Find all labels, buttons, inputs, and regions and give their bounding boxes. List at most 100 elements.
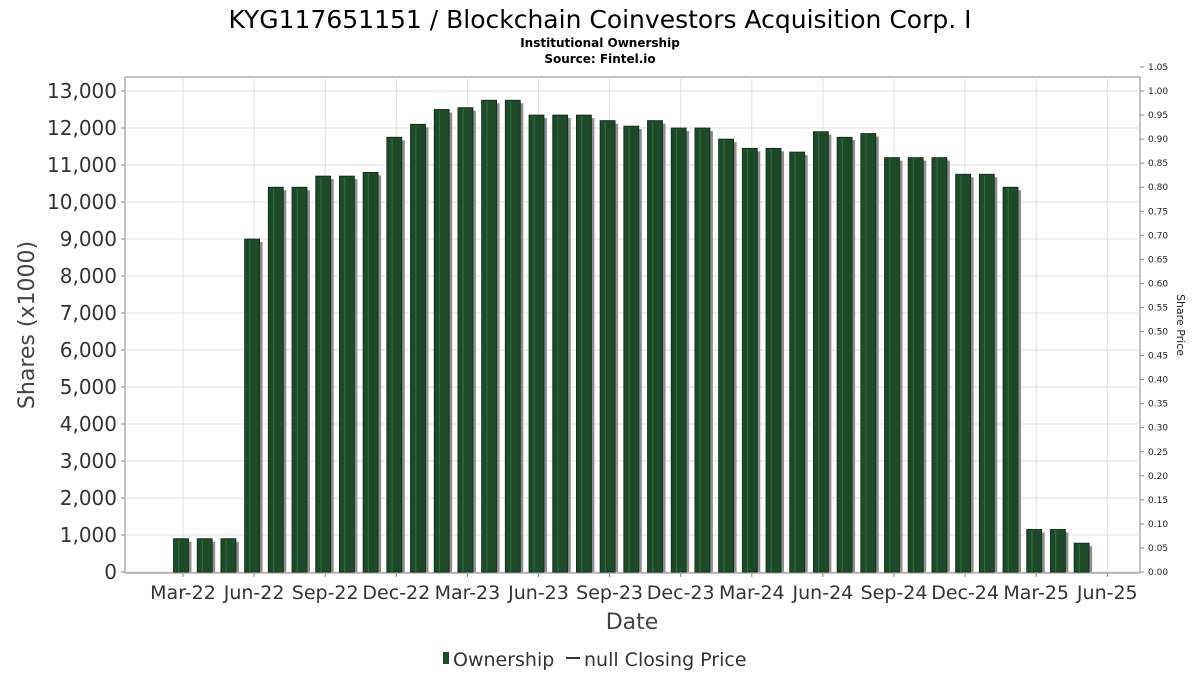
- ownership-bar: [220, 538, 237, 573]
- ownership-bar: [173, 538, 189, 573]
- y-tick-label: 10,000: [47, 190, 117, 214]
- x-tick-label: Sep-23: [576, 582, 643, 604]
- ownership-bar: [884, 157, 900, 573]
- ownership-bar: [196, 538, 213, 573]
- y-tick-label: 11,000: [47, 153, 117, 177]
- ownership-bar: [291, 186, 308, 573]
- ownership-bar: [362, 171, 379, 573]
- ownership-bar: [244, 238, 261, 573]
- ownership-bar: [410, 123, 426, 573]
- x-tick-label: Mar-25: [1003, 582, 1069, 604]
- y-tick-label: 3,000: [60, 449, 117, 473]
- y2-tick-label: 0.80: [1148, 183, 1168, 193]
- y-tick-label: 1,000: [60, 523, 117, 547]
- y-tick-label: 8,000: [60, 264, 117, 288]
- y-tick-label: 6,000: [60, 338, 117, 362]
- x-tick-label: Mar-22: [150, 582, 216, 604]
- y2-tick-label: 0.10: [1148, 520, 1168, 530]
- y2-tick-label: 0.85: [1148, 159, 1168, 169]
- y2-axis-label: Share Price: [1174, 294, 1187, 356]
- ownership-bar: [1002, 186, 1019, 573]
- y-tick-label: 4,000: [60, 412, 117, 436]
- y2-tick-label: 0.70: [1148, 231, 1168, 241]
- y2-tick-label: 0.45: [1148, 352, 1168, 362]
- y2-tick-label: 0.05: [1148, 544, 1168, 554]
- y2-tick-label: 1.00: [1148, 87, 1168, 97]
- chart-title: KYG117651151 / Blockchain Coinvestors Ac…: [228, 5, 971, 34]
- ownership-bar: [576, 114, 592, 573]
- y-tick-label: 0: [104, 560, 117, 584]
- chart-subtitle: Institutional Ownership: [520, 36, 680, 50]
- ownership-bar: [1026, 529, 1043, 573]
- y2-tick-label: 0.65: [1148, 255, 1168, 265]
- ownership-bar: [670, 127, 687, 573]
- y2-tick-label: 0.95: [1148, 111, 1168, 121]
- ownership-bar: [267, 186, 284, 573]
- y2-tick-label: 0.15: [1148, 496, 1168, 506]
- legend-ownership-label: Ownership: [453, 649, 554, 671]
- ownership-bar: [836, 136, 853, 573]
- x-tick-label: Jun-23: [507, 582, 569, 604]
- legend-ownership-swatch: [443, 652, 449, 664]
- ownership-bar: [433, 109, 450, 573]
- y2-tick-label: 0.90: [1148, 135, 1168, 145]
- y2-tick-label: 0.50: [1148, 328, 1168, 338]
- ownership-bar: [955, 173, 971, 573]
- y2-tick-label: 1.05: [1148, 63, 1168, 73]
- ownership-bar: [765, 147, 782, 573]
- legend: Ownership null Closing Price: [443, 649, 747, 671]
- x-tick-label: Dec-22: [362, 582, 430, 604]
- x-axis-ticks: Mar-22 Jun-22 Sep-22 Dec-22 Mar-23 Jun-23 Sep-…: [150, 573, 1138, 604]
- ownership-bar: [552, 114, 569, 573]
- y-tick-label: 12,000: [47, 116, 117, 140]
- y2-axis-ticks: 0.00 0.05 0.10 0.15 0.20 0.25 0.30 0.35 0.40 0.45…: [1140, 63, 1168, 578]
- ownership-bar: [931, 157, 948, 573]
- ownership-bar: [1050, 529, 1066, 573]
- y2-tick-label: 0.35: [1148, 400, 1168, 410]
- chart-source: Source: Fintel.io: [544, 52, 655, 66]
- ownership-bar: [528, 114, 545, 573]
- ownership-bar: [315, 175, 332, 573]
- ownership-bar: [1073, 542, 1090, 573]
- x-tick-label: Jun-24: [792, 582, 854, 604]
- ownership-bar: [504, 99, 521, 573]
- x-tick-label: Sep-22: [292, 582, 359, 604]
- ownership-bar: [647, 120, 663, 573]
- y2-tick-label: 0.55: [1148, 303, 1168, 313]
- y2-tick-label: 0.30: [1148, 424, 1168, 434]
- x-tick-label: Jun-25: [1076, 582, 1138, 604]
- y2-tick-label: 0.25: [1148, 448, 1168, 458]
- ownership-bar: [978, 173, 995, 573]
- y-tick-label: 2,000: [60, 486, 117, 510]
- ownership-bar: [718, 138, 734, 573]
- ownership-bar: [623, 125, 640, 573]
- y2-tick-label: 0.40: [1148, 376, 1168, 386]
- ownership-bar: [694, 127, 711, 573]
- ownership-bar: [741, 147, 758, 573]
- x-tick-label: Sep-24: [861, 582, 928, 604]
- ownership-bar: [338, 175, 355, 573]
- x-tick-label: Dec-23: [647, 582, 715, 604]
- y2-tick-label: 0.20: [1148, 472, 1168, 482]
- y-tick-label: 9,000: [60, 227, 117, 251]
- x-tick-label: Jun-22: [223, 582, 285, 604]
- ownership-bar: [386, 136, 403, 573]
- x-axis-label: Date: [606, 610, 659, 635]
- ownership-bar: [457, 107, 474, 573]
- y2-tick-label: 0.75: [1148, 207, 1168, 217]
- x-tick-label: Mar-24: [719, 582, 785, 604]
- y2-tick-label: 0.60: [1148, 279, 1168, 289]
- legend-price-label: null Closing Price: [584, 649, 747, 671]
- x-tick-label: Mar-23: [435, 582, 501, 604]
- ownership-bar: [789, 151, 806, 573]
- y-tick-label: 5,000: [60, 375, 117, 399]
- x-tick-label: Dec-24: [931, 582, 999, 604]
- ownership-bar: [860, 133, 877, 573]
- y-tick-label: 7,000: [60, 301, 117, 325]
- y-tick-label: 13,000: [47, 79, 117, 103]
- ownership-bar: [907, 157, 924, 573]
- ownership-bar: [813, 131, 829, 573]
- y-axis-ticks: 0 1,000 2,000 3,000 4,000 5,000 6,000 7,000 8,00…: [47, 79, 125, 584]
- y-axis-label: Shares (x1000): [15, 241, 40, 409]
